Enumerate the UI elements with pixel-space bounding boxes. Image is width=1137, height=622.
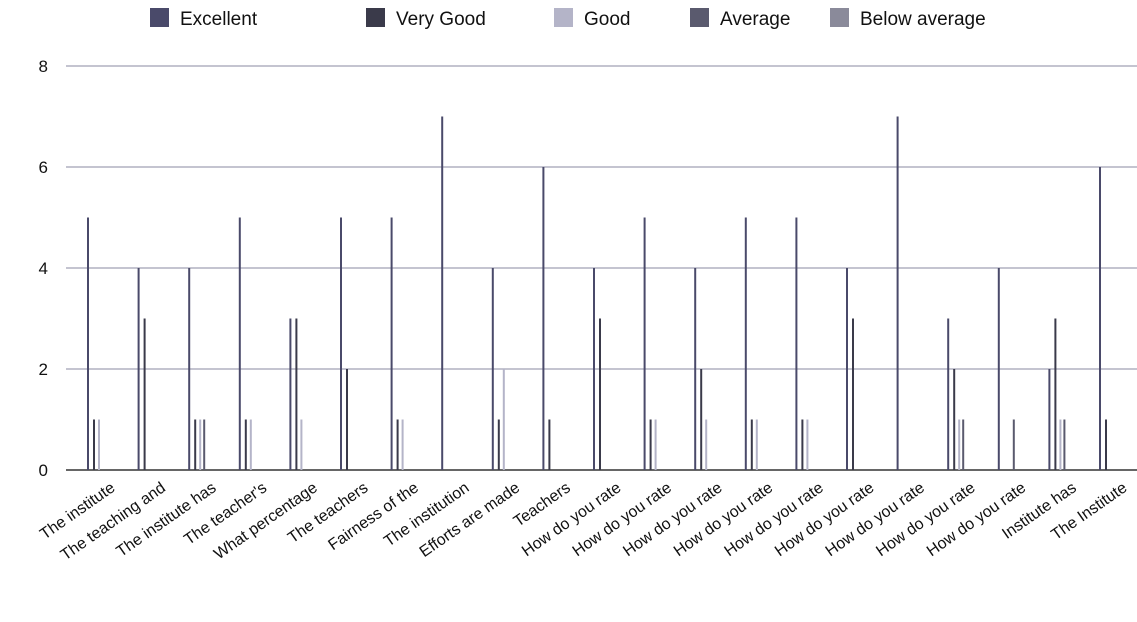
bar-very-good	[953, 369, 956, 470]
legend-label: Good	[584, 9, 630, 30]
bar-excellent	[593, 268, 595, 470]
bar-very-good	[396, 419, 399, 470]
bar-good	[958, 419, 961, 470]
bar-excellent	[947, 318, 950, 470]
bar-good	[755, 419, 758, 470]
chart-bars	[87, 116, 1107, 470]
bar-excellent	[643, 217, 646, 470]
y-tick-label: 8	[39, 57, 48, 76]
legend-swatch	[366, 8, 385, 27]
bar-average	[203, 419, 206, 470]
bar-excellent	[1048, 369, 1051, 470]
bar-good	[806, 419, 809, 470]
bar-excellent	[289, 318, 292, 470]
bar-excellent	[188, 268, 191, 470]
y-tick-label: 4	[39, 259, 48, 278]
bar-very-good	[497, 419, 500, 470]
bar-average	[1063, 419, 1066, 470]
bar-excellent	[87, 217, 89, 470]
y-tick-label: 6	[39, 158, 48, 177]
y-tick-label: 2	[39, 360, 48, 379]
x-category-label: Fairness of the	[325, 479, 422, 554]
bar-good	[1059, 419, 1062, 470]
bar-very-good	[801, 419, 804, 470]
bar-excellent	[1099, 167, 1101, 470]
bar-very-good	[750, 419, 753, 470]
bar-excellent	[997, 268, 1000, 470]
bar-excellent	[846, 268, 848, 470]
bar-very-good	[548, 419, 551, 470]
legend-swatch	[830, 8, 849, 27]
bar-average	[962, 419, 965, 470]
bar-excellent	[441, 116, 444, 470]
bar-good	[199, 419, 202, 470]
bar-good	[249, 419, 252, 470]
bar-very-good	[700, 369, 703, 470]
legend-swatch	[690, 8, 709, 27]
bar-very-good	[143, 318, 146, 470]
bar-very-good	[599, 318, 601, 470]
y-axis-ticks: 0 2 4 6 8	[39, 57, 48, 480]
bar-very-good	[244, 419, 247, 470]
bar-very-good	[1054, 318, 1057, 470]
legend-label: Very Good	[396, 9, 486, 30]
y-tick-label: 0	[39, 461, 48, 480]
bar-excellent	[390, 217, 393, 470]
bar-excellent	[238, 217, 241, 470]
legend-label: Average	[720, 9, 790, 30]
bar-excellent	[542, 167, 545, 470]
bar-very-good	[194, 419, 197, 470]
bar-very-good	[295, 318, 298, 470]
bar-good	[401, 419, 404, 470]
legend-swatch	[150, 8, 169, 27]
bar-excellent	[694, 268, 697, 470]
chart-gridlines	[66, 65, 1137, 471]
bar-very-good	[93, 419, 95, 470]
bar-good	[300, 419, 303, 470]
bar-good	[98, 419, 100, 470]
bar-excellent	[795, 217, 798, 470]
bar-excellent	[137, 268, 140, 470]
bar-very-good	[1105, 419, 1107, 470]
bar-good	[705, 419, 708, 470]
bar-very-good	[852, 318, 854, 470]
legend-label: Excellent	[180, 9, 258, 30]
bar-excellent	[491, 268, 494, 470]
bar-excellent	[744, 217, 747, 470]
bar-average	[1012, 419, 1015, 470]
bar-good	[654, 419, 657, 470]
bar-very-good	[346, 369, 348, 470]
bar-good	[502, 369, 505, 470]
chart-legend: Excellent Very Good Good Average Below avera…	[150, 8, 986, 30]
bar-excellent	[340, 217, 342, 470]
legend-label: Below average	[860, 9, 986, 30]
legend-swatch	[554, 8, 573, 27]
bar-very-good	[649, 419, 652, 470]
bar-excellent	[896, 116, 899, 470]
